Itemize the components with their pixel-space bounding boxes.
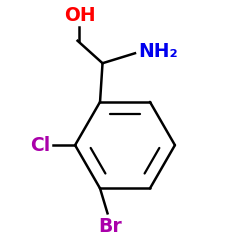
Text: Br: Br <box>98 217 122 236</box>
Text: Cl: Cl <box>30 136 50 155</box>
Text: OH: OH <box>64 6 96 25</box>
Text: NH₂: NH₂ <box>139 42 178 62</box>
